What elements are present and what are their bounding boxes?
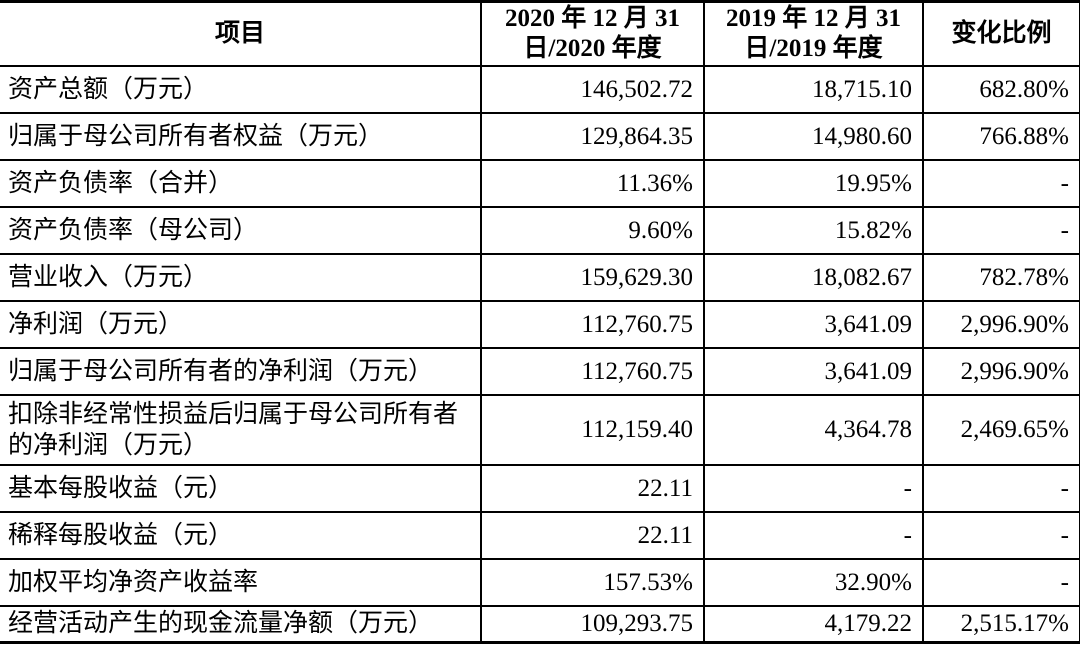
table-row: 扣除非经常性损益后归属于母公司所有者的净利润（万元） 112,159.40 4,…: [0, 394, 1080, 466]
cell-change-value: 2,996.90%: [922, 347, 1080, 396]
cell-2020-value: 11.36%: [480, 159, 705, 208]
cell-2020-value: 109,293.75: [480, 605, 705, 643]
column-header-2019: 2019 年 12 月 31 日/2019 年度: [703, 0, 924, 67]
cell-2020-value: 146,502.72: [480, 65, 705, 114]
cell-2019-value: 18,082.67: [703, 253, 924, 302]
column-header-item: 项目: [0, 0, 482, 67]
cell-item: 基本每股收益（元）: [0, 464, 482, 513]
cell-item: 资产负债率（母公司）: [0, 206, 482, 255]
cell-change-value: -: [922, 206, 1080, 255]
cell-item: 归属于母公司所有者的净利润（万元）: [0, 347, 482, 396]
cell-2019-value: 3,641.09: [703, 347, 924, 396]
cell-item: 资产总额（万元）: [0, 65, 482, 114]
table-row: 资产总额（万元） 146,502.72 18,715.10 682.80%: [0, 65, 1080, 114]
column-header-2020: 2020 年 12 月 31 日/2020 年度: [480, 0, 705, 67]
cell-change-value: -: [922, 464, 1080, 513]
cell-item: 净利润（万元）: [0, 300, 482, 349]
cell-2019-value: -: [703, 464, 924, 513]
cell-2020-value: 112,760.75: [480, 300, 705, 349]
table-header-row: 项目 2020 年 12 月 31 日/2020 年度 2019 年 12 月 …: [0, 0, 1080, 67]
cell-item: 扣除非经常性损益后归属于母公司所有者的净利润（万元）: [0, 394, 482, 466]
cell-change-value: 2,469.65%: [922, 394, 1080, 466]
cell-item: 归属于母公司所有者权益（万元）: [0, 112, 482, 161]
cell-2019-value: 4,364.78: [703, 394, 924, 466]
cell-change-value: 682.80%: [922, 65, 1080, 114]
cell-item: 加权平均净资产收益率: [0, 558, 482, 607]
cell-2020-value: 159,629.30: [480, 253, 705, 302]
cell-item: 稀释每股收益（元）: [0, 511, 482, 560]
cell-change-value: 2,996.90%: [922, 300, 1080, 349]
cell-2019-value: 18,715.10: [703, 65, 924, 114]
cell-change-value: -: [922, 159, 1080, 208]
cell-item: 营业收入（万元）: [0, 253, 482, 302]
cell-2019-value: 32.90%: [703, 558, 924, 607]
table-row: 资产负债率（合并） 11.36% 19.95% -: [0, 159, 1080, 208]
cell-2020-value: 9.60%: [480, 206, 705, 255]
cell-2019-value: -: [703, 511, 924, 560]
cell-change-value: -: [922, 511, 1080, 560]
cell-item: 资产负债率（合并）: [0, 159, 482, 208]
cell-2019-value: 14,980.60: [703, 112, 924, 161]
table-row: 加权平均净资产收益率 157.53% 32.90% -: [0, 558, 1080, 607]
cell-change-value: 766.88%: [922, 112, 1080, 161]
table-row: 资产负债率（母公司） 9.60% 15.82% -: [0, 206, 1080, 255]
table-row: 归属于母公司所有者权益（万元） 129,864.35 14,980.60 766…: [0, 112, 1080, 161]
cell-change-value: -: [922, 558, 1080, 607]
table-row: 基本每股收益（元） 22.11 - -: [0, 464, 1080, 513]
column-header-change-ratio: 变化比例: [922, 0, 1080, 67]
cell-2019-value: 19.95%: [703, 159, 924, 208]
financial-summary-table: 项目 2020 年 12 月 31 日/2020 年度 2019 年 12 月 …: [0, 0, 1080, 644]
table-row: 营业收入（万元） 159,629.30 18,082.67 782.78%: [0, 253, 1080, 302]
cell-2020-value: 112,159.40: [480, 394, 705, 466]
table-row: 稀释每股收益（元） 22.11 - -: [0, 511, 1080, 560]
table-row: 经营活动产生的现金流量净额（万元） 109,293.75 4,179.22 2,…: [0, 605, 1080, 643]
cell-2020-value: 112,760.75: [480, 347, 705, 396]
cell-2019-value: 4,179.22: [703, 605, 924, 643]
table-row: 净利润（万元） 112,760.75 3,641.09 2,996.90%: [0, 300, 1080, 349]
cell-2020-value: 22.11: [480, 511, 705, 560]
cell-item: 经营活动产生的现金流量净额（万元）: [0, 605, 482, 643]
cell-change-value: 782.78%: [922, 253, 1080, 302]
cell-2020-value: 22.11: [480, 464, 705, 513]
cell-2019-value: 3,641.09: [703, 300, 924, 349]
cell-change-value: 2,515.17%: [922, 605, 1080, 643]
table-row: 归属于母公司所有者的净利润（万元） 112,760.75 3,641.09 2,…: [0, 347, 1080, 396]
cell-2019-value: 15.82%: [703, 206, 924, 255]
cell-2020-value: 157.53%: [480, 558, 705, 607]
cell-2020-value: 129,864.35: [480, 112, 705, 161]
